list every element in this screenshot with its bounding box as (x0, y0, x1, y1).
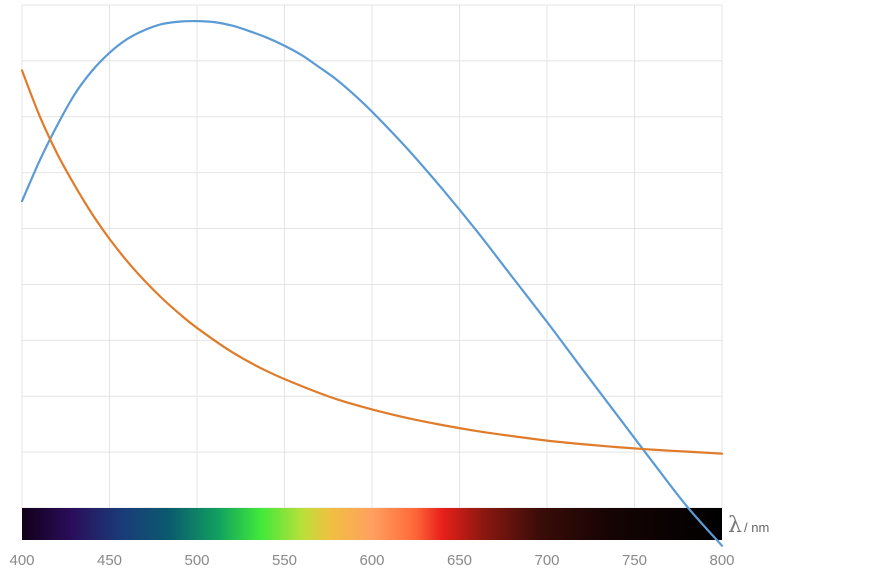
x-tick-label: 800 (709, 552, 734, 569)
grid (21, 4, 723, 509)
x-tick-label: 650 (447, 552, 472, 569)
spectrum-bar (22, 508, 722, 540)
x-tick-label: 750 (622, 552, 647, 569)
series-layer (20, 19, 724, 547)
x-tick-label: 450 (97, 552, 122, 569)
x-tick-label: 400 (9, 552, 34, 569)
series-line-2 (20, 69, 724, 455)
x-tick-label: 500 (184, 552, 209, 569)
x-axis-label-symbol: λ (728, 513, 742, 538)
x-tick-label: 700 (534, 552, 559, 569)
x-tick-label: 600 (359, 552, 384, 569)
x-axis-label-unit: / nm (744, 520, 769, 535)
x-tick-labels: 400 450 500 550 600 650 700 750 800 (9, 552, 734, 569)
x-tick-label: 550 (272, 552, 297, 569)
series-line-1 (20, 19, 724, 547)
